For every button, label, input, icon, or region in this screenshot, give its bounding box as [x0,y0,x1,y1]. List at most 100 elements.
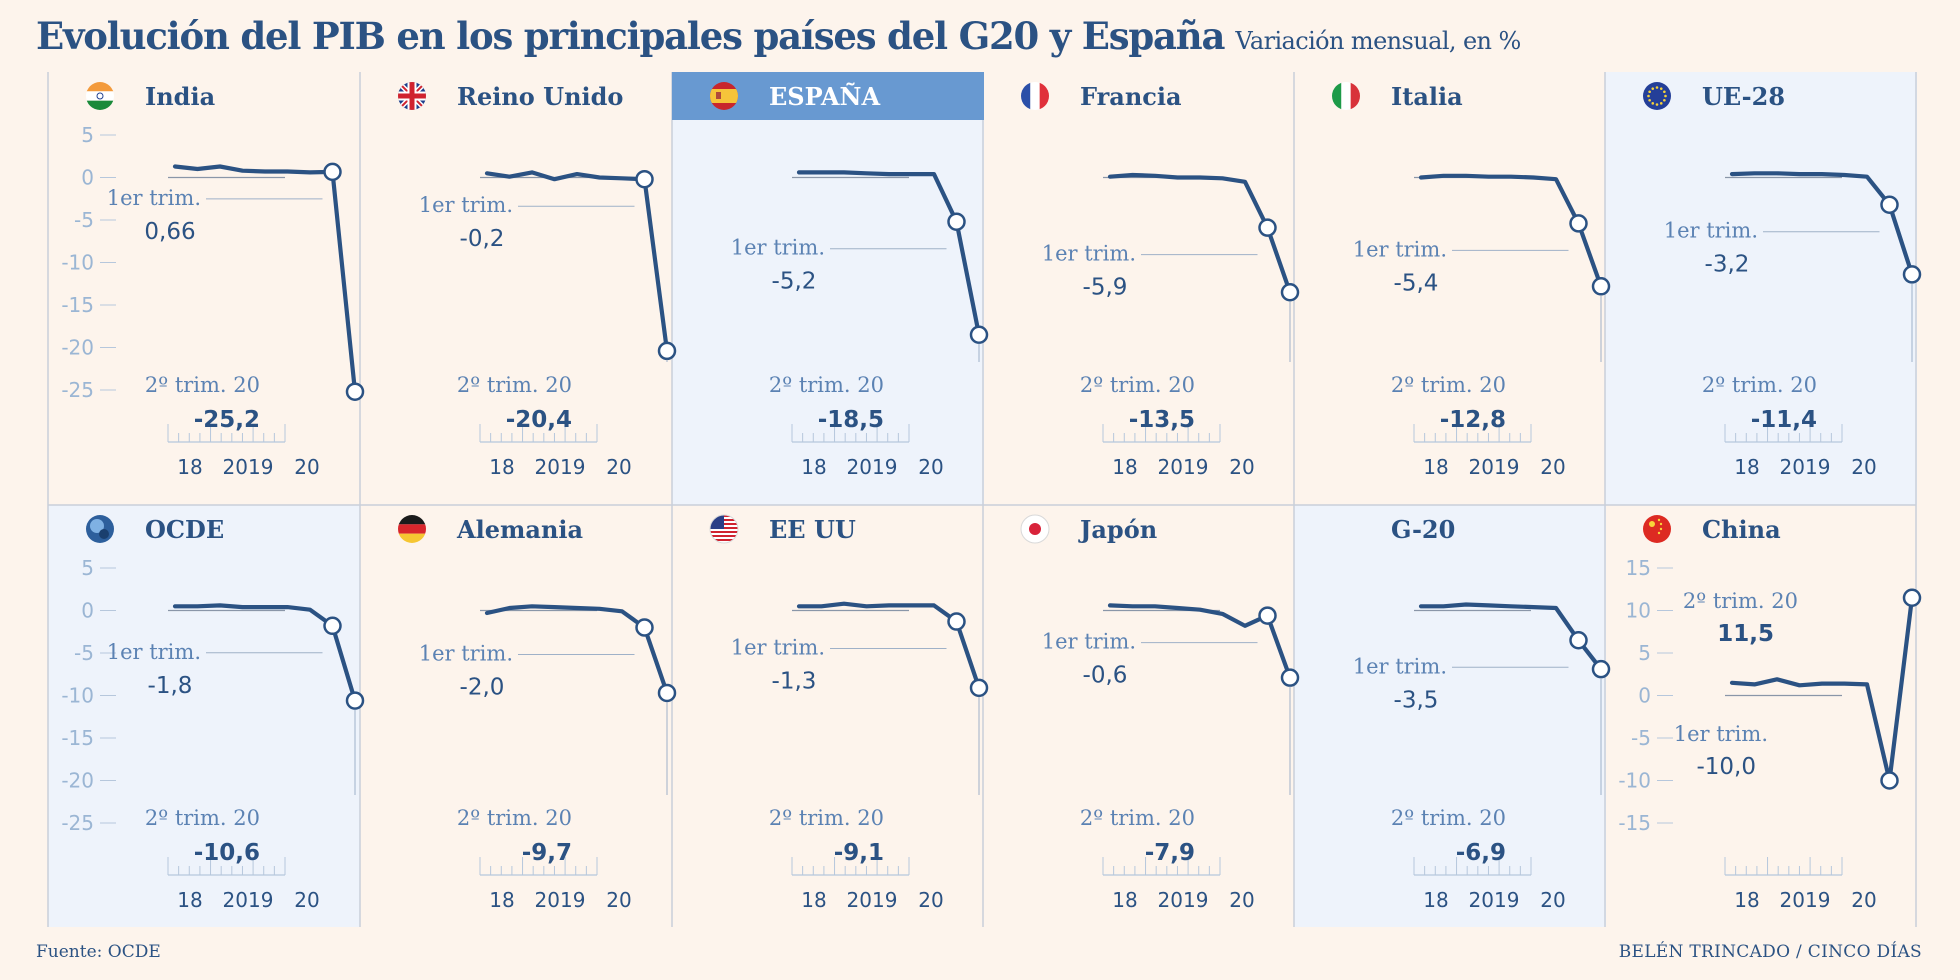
japan-flag-icon [1021,515,1049,543]
q2-annotation-value: -7,9 [1145,840,1195,866]
q1-point-marker [635,618,654,637]
flag-part [86,82,114,92]
q2-point-marker [1591,277,1611,296]
x-tick-label: 20 [1229,455,1254,479]
y-tick-label: 15 [1626,556,1651,580]
q2-annotation-label: 2º trim. 20 [1702,373,1817,397]
q2-annotation-label: 2º trim. 20 [769,373,884,397]
q1-annotation-value: -0,6 [1083,663,1128,689]
q2-annotation-value: -12,8 [1440,407,1506,433]
q2-annotation-label: 2º trim. 20 [457,373,572,397]
x-tick-label: 20 [1229,888,1254,912]
chart-panel-8: Alemania 18 2019 20 1er trim. -2,0 2º trim. 20… [398,515,677,912]
q2-annotation-value: 11,5 [1717,621,1774,647]
flag-part [1659,527,1663,531]
q2-annotation-label: 2º trim. 20 [1391,373,1506,397]
q2-annotation-value: -6,9 [1456,840,1506,866]
flag-part [710,539,738,541]
x-tick-label: 2019 [1158,455,1209,479]
panel-background [1294,505,1606,927]
france-flag-icon [1021,82,1049,110]
q2-annotation-label: 2º trim. 20 [1683,589,1798,613]
flag-part [1643,82,1671,110]
x-tick-label: 20 [918,888,943,912]
x-tick-label: 2019 [1158,888,1209,912]
x-tick-label: 20 [918,455,943,479]
x-tick-label: 2019 [1780,455,1831,479]
oecd-logo-icon [86,515,114,543]
flag-part [1029,523,1041,535]
chart-panel-9: EE UU 18 2019 20 1er trim. -1,3 2º trim. 20 -9,… [709,514,989,912]
x-tick-label: 18 [1734,888,1759,912]
q2-point-marker [1280,668,1300,687]
q1-point-marker [947,612,966,631]
y-tick-label: 0 [81,599,94,623]
q1-point-marker [1880,195,1899,214]
y-tick-label: -25 [61,378,94,402]
q2-annotation-value: -25,2 [194,407,260,433]
flag-part [1643,515,1671,543]
x-tick-label: 20 [606,888,631,912]
country-name: G-20 [1391,515,1455,544]
flag-part [1663,98,1666,102]
panel-background [672,72,984,505]
flag-part [1663,90,1666,94]
country-name: UE-28 [1702,82,1785,111]
y-tick-label: 5 [1638,641,1651,665]
flag-part [1651,87,1655,90]
x-tick-label: 2019 [1780,888,1831,912]
chart-panel-4: Francia 18 2019 20 1er trim. -5,9 2º trim. 20 -… [1021,82,1300,479]
source-note: Fuente: OCDE [36,942,161,962]
q1-annotation-value: -1,3 [772,669,817,695]
q1-annotation-label: 1er trim. [107,186,201,210]
country-name: Alemania [456,515,583,544]
q1-annotation-value: -0,2 [460,226,505,252]
x-tick-label: 18 [1734,455,1759,479]
x-tick-label: 2019 [1469,455,1520,479]
x-tick-label: 20 [1540,888,1565,912]
flag-part [710,535,738,537]
x-tick-label: 18 [177,888,202,912]
q1-annotation-label: 1er trim. [107,640,201,664]
chart-panel-7: OCDE 5 0 -5 -10 -15 -20 -25 18 2019 20 1er trim. -1,… [61,515,365,912]
chart-panel-10: Japón 18 2019 20 1er trim. -0,6 2º trim. 20 -7,… [1020,514,1300,912]
q1-point-marker [635,169,654,189]
y-tick-label: -10 [61,684,94,708]
y-tick-label: -5 [74,208,94,232]
flag-part [1030,82,1040,110]
q1-annotation-label: 1er trim. [1042,242,1136,266]
country-name: China [1702,515,1781,544]
flag-part [710,531,738,533]
chart-header: Evolución del PIB en los principales paí… [36,14,1521,58]
q1-point-marker [1258,218,1277,237]
flag-part [86,91,114,101]
q2-annotation-value: -11,4 [1751,407,1817,433]
x-tick-label: 18 [801,455,826,479]
q2-annotation-value: -9,1 [834,840,884,866]
series-line [1107,172,1293,295]
chart-panel-11: G-20 18 2019 20 1er trim. -3,5 2º trim. 20 -6,9 [1353,515,1611,912]
q2-annotation-value: -18,5 [818,407,884,433]
flag-part [96,92,104,100]
q2-point-marker [969,325,989,344]
chart-panel-3: ESPAÑA 18 2019 20 1er trim. -5,2 2º trim. 20 -1… [672,72,989,479]
flag-part [398,524,426,534]
y-tick-label: -15 [61,293,94,317]
q2-annotation-label: 2º trim. 20 [769,806,884,830]
flag-part [398,515,426,525]
x-tick-label: 2019 [535,455,586,479]
flag-part [1341,82,1351,110]
q1-point-marker [1258,606,1277,625]
y-tick-label: -25 [61,811,94,835]
y-tick-label: -15 [61,726,94,750]
country-name: Italia [1391,82,1463,111]
y-tick-label: -5 [1631,726,1651,750]
q1-annotation-value: -10,0 [1696,754,1756,780]
germany-flag-icon [398,515,426,543]
flag-part [1021,82,1031,110]
y-tick-label: 5 [81,556,94,580]
q1-annotation-label: 1er trim. [1353,237,1447,261]
q1-point-marker [1880,771,1899,790]
chart-panel-2: Reino Unido 18 2019 20 1er trim. -0,2 2º trim.… [398,82,677,479]
uk-flag-icon [398,82,426,110]
